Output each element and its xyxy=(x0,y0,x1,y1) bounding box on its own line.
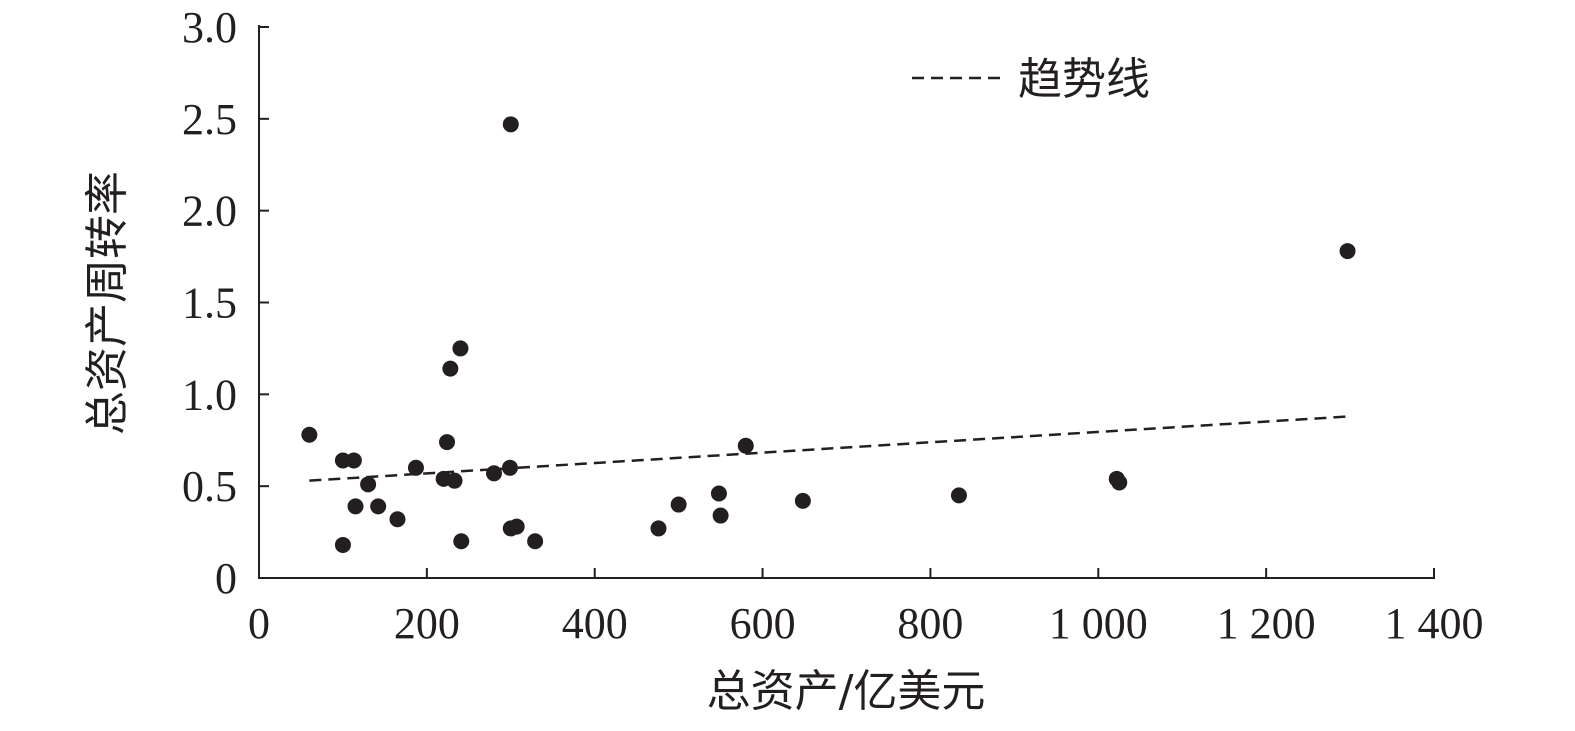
data-point xyxy=(712,507,729,524)
data-point xyxy=(486,465,502,482)
data-point xyxy=(334,536,351,553)
data-point xyxy=(670,496,687,513)
y-tick-label: 3.0 xyxy=(182,3,237,52)
x-axis-title: 总资产/亿美元 xyxy=(707,666,986,717)
data-point xyxy=(794,492,811,509)
trendline xyxy=(309,415,1351,482)
data-point xyxy=(446,472,463,489)
data-point xyxy=(301,426,318,443)
data-point xyxy=(442,360,459,377)
data-point xyxy=(347,498,364,515)
legend-label-trendline: 趋势线 xyxy=(1018,54,1150,105)
legend: 趋势线 xyxy=(912,54,1150,105)
y-axis-title: 总资产周转率 xyxy=(82,171,133,435)
data-point xyxy=(389,511,406,528)
y-tick-label: 1.0 xyxy=(182,370,237,419)
data-point xyxy=(501,459,518,476)
data-point xyxy=(452,340,469,357)
y-ticks: 0 0.5 1.0 1.5 2.0 2.5 3.0 xyxy=(182,3,269,603)
data-point xyxy=(370,498,387,515)
y-tick-label: 0 xyxy=(215,554,237,603)
data-point xyxy=(950,487,967,504)
data-point xyxy=(710,485,727,502)
axes xyxy=(258,25,1435,579)
data-point xyxy=(650,520,667,537)
data-point xyxy=(502,116,519,133)
data-point xyxy=(508,518,525,535)
y-tick-label: 2.0 xyxy=(182,187,237,236)
y-tick-label: 1.5 xyxy=(182,279,237,328)
data-point xyxy=(1339,243,1356,260)
data-point xyxy=(407,459,424,476)
y-tick-label: 0.5 xyxy=(182,462,237,511)
data-point xyxy=(527,533,544,550)
x-tick-label: 400 xyxy=(562,599,628,648)
x-tick-label: 1 200 xyxy=(1217,599,1316,648)
x-tick-label: 1 000 xyxy=(1049,599,1148,648)
x-tick-label: 600 xyxy=(730,599,796,648)
x-tick-label: 800 xyxy=(897,599,963,648)
data-point xyxy=(360,476,377,493)
data-point xyxy=(345,452,362,469)
x-ticks: 0 200 400 600 800 1 000 1 200 1 400 xyxy=(248,568,1484,648)
data-point xyxy=(453,533,470,550)
x-tick-label: 1 400 xyxy=(1385,599,1484,648)
data-point xyxy=(1111,474,1128,491)
x-tick-label: 0 xyxy=(248,599,270,648)
data-point xyxy=(439,434,455,451)
data-point xyxy=(737,437,754,454)
x-tick-label: 200 xyxy=(394,599,460,648)
y-tick-label: 2.5 xyxy=(182,95,237,144)
data-points xyxy=(301,116,1356,553)
